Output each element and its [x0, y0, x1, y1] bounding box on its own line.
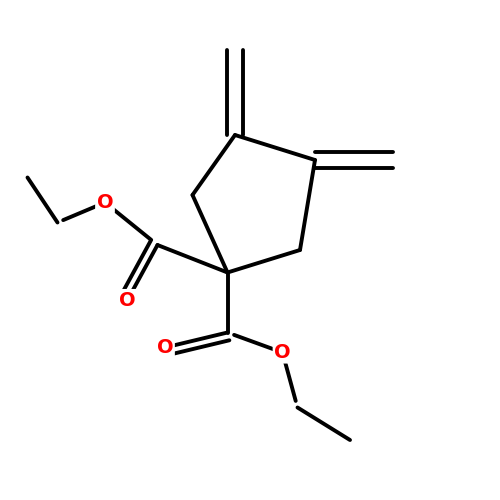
Text: O: O: [119, 290, 136, 310]
Text: O: O: [156, 338, 174, 357]
Text: O: O: [274, 343, 291, 362]
Text: O: O: [96, 193, 114, 212]
